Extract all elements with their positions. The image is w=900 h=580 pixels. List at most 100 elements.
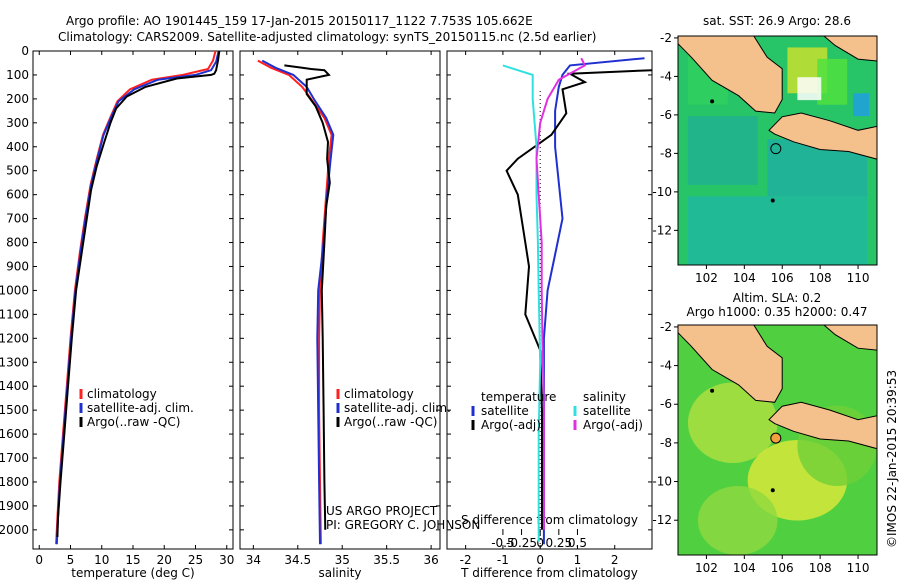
- temperature-profile-xtick-label: 0: [35, 553, 43, 567]
- salinity-profile-xlabel: salinity: [318, 566, 361, 580]
- legend-label: satellite-adj. clim.: [87, 401, 194, 415]
- difference-profile-xtick-label: 0: [536, 553, 544, 567]
- difference-profile-series-temperature-argo-adj-: [505, 69, 653, 530]
- depth-tick-label: 2000: [0, 523, 29, 537]
- legend-label: satellite: [583, 404, 631, 418]
- sla-map: [674, 324, 878, 559]
- java-land: [768, 112, 877, 160]
- sla-map-title: Altim. SLA: 0.2: [733, 291, 821, 305]
- temperature-profile-frame: [32, 50, 234, 550]
- depth-tick-label: 100: [6, 68, 29, 82]
- map-ytick-label: -6: [660, 108, 672, 122]
- map-ytick-label: -12: [652, 513, 672, 527]
- depth-tick-label: 300: [6, 116, 29, 130]
- map-xtick-label: 102: [695, 561, 718, 575]
- salinity-profile-series-satellite-adj-clim-: [261, 59, 335, 545]
- map-ytick-label: -8: [660, 146, 672, 160]
- sst-map-frame: [677, 35, 878, 266]
- sst-patch: [817, 58, 848, 105]
- depth-tick-label: 700: [6, 212, 29, 226]
- salinity-diff-tick-label: -0.25: [506, 536, 537, 550]
- map-xtick-label: 102: [695, 271, 718, 285]
- map-ytick-label: -6: [660, 397, 672, 411]
- sumatra-land: [678, 325, 783, 403]
- sst-map: [674, 35, 878, 269]
- map-xtick-label: 110: [847, 561, 870, 575]
- map-xtick-label: 104: [733, 561, 756, 575]
- map-ytick-label: -4: [660, 69, 672, 83]
- salinity-profile-series-climatology: [257, 59, 333, 545]
- sumatra-land: [678, 36, 783, 114]
- salinity-profile-xtick-label: 36: [423, 553, 438, 567]
- map-xtick-label: 108: [809, 561, 832, 575]
- sst-patch: [687, 196, 868, 265]
- temperature-profile-xtick-label: 5: [67, 553, 75, 567]
- legend-label: Argo(-adj): [583, 418, 643, 432]
- map-ytick-label: -4: [660, 359, 672, 373]
- legend-label: Argo(-adj): [481, 418, 541, 432]
- depth-tick-label: 900: [6, 259, 29, 273]
- argo-float-marker: [770, 143, 782, 155]
- imos-credit: ©IMOS 22-Jan-2015 20:39:53: [885, 369, 899, 548]
- salinity-profile-series-argo-raw-qc-: [284, 64, 331, 530]
- salinity-profile-xtick-label: 34: [246, 553, 261, 567]
- temperature-profile-xlabel: temperature (deg C): [71, 566, 194, 580]
- map-ytick-label: -8: [660, 436, 672, 450]
- temperature-profile-xtick-label: 30: [219, 553, 234, 567]
- depth-tick-label: 1600: [0, 427, 29, 441]
- sla-patch: [697, 486, 778, 555]
- island: [710, 99, 715, 104]
- salinity-profile-frame: [239, 50, 441, 550]
- difference-profile-series-temperature-satellite: [542, 57, 645, 545]
- sst-patch: [853, 93, 870, 117]
- salinity-profile-xtick-label: 35: [335, 553, 350, 567]
- java-land: [768, 401, 877, 450]
- salinity-diff-label: S difference from climatology: [461, 513, 638, 527]
- difference-profile-frame: [446, 50, 653, 550]
- temperature-profile-series-argo-raw-qc-: [56, 50, 221, 538]
- temperature-profile-series-satellite-adj-clim-: [55, 50, 220, 545]
- map-xtick-label: 110: [847, 271, 870, 285]
- legend-label: Argo(..raw -QC): [87, 415, 180, 429]
- island: [710, 388, 715, 393]
- difference-profile-xlabel: T difference from climatology: [460, 566, 638, 580]
- map-ytick-label: -10: [652, 185, 672, 199]
- map-ytick-label: -2: [660, 320, 672, 334]
- legend-label: satellite-adj. clim.: [344, 401, 451, 415]
- legend-label: Argo(..raw -QC): [344, 415, 437, 429]
- difference-profile-series-salinity-argo-adj-: [535, 57, 587, 530]
- sla-patch: [687, 382, 778, 463]
- credit-pi: PI: GREGORY C. JOHNSON: [326, 518, 481, 532]
- map-ytick-label: -2: [660, 31, 672, 45]
- legend-heading-salinity: salinity: [583, 390, 626, 404]
- depth-tick-label: 1900: [0, 499, 29, 513]
- depth-tick-label: 500: [6, 164, 29, 178]
- depth-tick-label: 1400: [0, 379, 29, 393]
- difference-profile-xtick-label: 2: [611, 553, 619, 567]
- map-xtick-label: 106: [771, 271, 794, 285]
- figure-title-line2: Climatology: CARS2009. Satellite-adjuste…: [58, 30, 597, 44]
- difference-profile-series-salinity-satellite: [502, 64, 542, 542]
- legend-label: satellite: [481, 404, 529, 418]
- temperature-profile-xtick-label: 20: [157, 553, 172, 567]
- depth-tick-label: 1500: [0, 403, 29, 417]
- depth-tick-label: 0: [21, 44, 29, 58]
- sla-map-subtitle: Argo h1000: 0.35 h2000: 0.47: [687, 305, 868, 319]
- salinity-profile-xtick-label: 35.5: [373, 553, 400, 567]
- borneo-land: [823, 325, 877, 351]
- salinity-profile-xtick-label: 34.5: [284, 553, 311, 567]
- salinity-diff-tick-label: 0: [536, 536, 544, 550]
- legend-heading-temperature: temperature: [481, 390, 556, 404]
- map-xtick-label: 106: [771, 561, 794, 575]
- sla-map-field: [678, 325, 877, 555]
- difference-profile-xtick-label: -2: [460, 553, 472, 567]
- difference-profile-xtick-label: 1: [574, 553, 582, 567]
- depth-tick-label: 200: [6, 92, 29, 106]
- depth-tick-label: 1200: [0, 331, 29, 345]
- map-ytick-label: -12: [652, 223, 672, 237]
- borneo-land: [823, 36, 877, 62]
- temperature-profile-xtick-label: 10: [94, 553, 109, 567]
- depth-tick-label: 1300: [0, 355, 29, 369]
- figure-title-line1: Argo profile: AO 1901445_159 17-Jan-2015…: [66, 14, 533, 28]
